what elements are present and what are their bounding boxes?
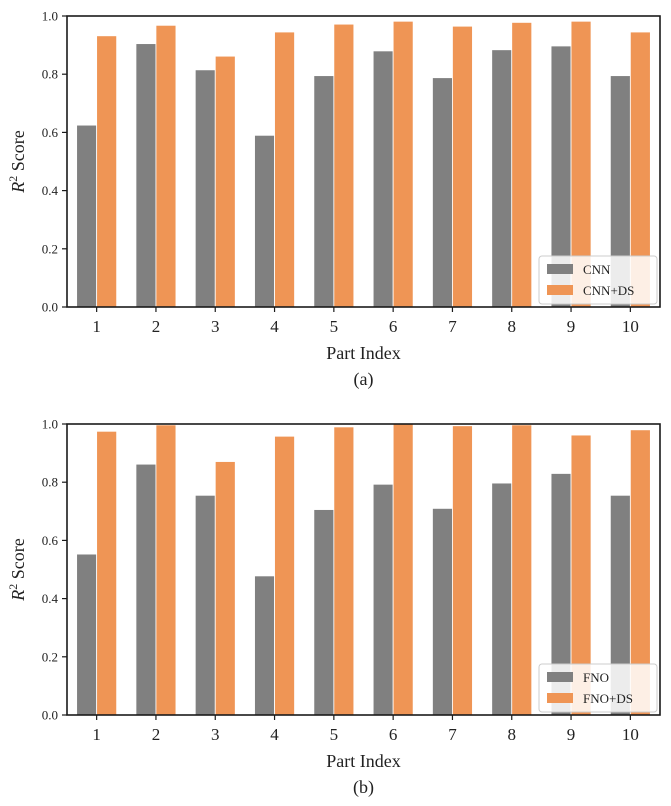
y-tick-label: 0.6 [42, 533, 59, 548]
bar-cnn-ds-part-6 [392, 20, 414, 308]
legend-label-baseline: FNO [583, 670, 609, 685]
y-tick-label: 1.0 [42, 9, 58, 24]
bar-fno-part-5 [313, 509, 335, 716]
x-tick-label: 8 [508, 317, 517, 336]
bar-cnn-part-3 [194, 69, 216, 308]
legend-label-ds: CNN+DS [583, 283, 634, 298]
legend-swatch-baseline [547, 264, 573, 274]
x-tick-label: 3 [211, 317, 220, 336]
x-tick-label: 8 [508, 725, 517, 744]
bar-cnn-part-5 [313, 75, 335, 308]
bar-fno-ds-part-2 [155, 424, 177, 716]
bar-cnn-part-6 [372, 50, 394, 308]
y-tick-label: 0.2 [42, 241, 58, 256]
bar-cnn-ds-part-1 [96, 35, 118, 308]
y-tick-label: 0.8 [42, 67, 58, 82]
bar-fno-part-2 [135, 463, 157, 716]
bar-fno-part-8 [491, 482, 513, 716]
legend-swatch-ds [547, 693, 573, 703]
bar-fno-ds-part-3 [214, 461, 236, 716]
x-tick-label: 7 [448, 317, 457, 336]
bars [76, 20, 651, 308]
legend-label-baseline: CNN [583, 262, 611, 277]
bar-cnn-part-4 [254, 134, 275, 308]
y-tick-label: 0.6 [42, 125, 59, 140]
bars [76, 423, 651, 716]
bar-cnn-part-7 [432, 77, 453, 308]
y-tick-label: 1.0 [42, 417, 58, 432]
y-tick-label: 0.8 [42, 475, 58, 490]
bar-fno-ds-part-1 [96, 430, 118, 716]
x-tick-label: 7 [448, 725, 457, 744]
y-axis-ticks: 0.0 0.2 0.4 0.6 0.8 1.0 [42, 9, 67, 315]
bar-fno-part-1 [76, 553, 98, 716]
x-tick-label: 5 [330, 317, 339, 336]
x-tick-label: 2 [152, 317, 161, 336]
legend: CNN CNN+DS [538, 255, 658, 305]
bar-fno-part-4 [254, 575, 275, 716]
x-axis-ticks: 1 2 3 4 5 6 7 8 9 10 [92, 715, 639, 744]
plot-frame [66, 15, 661, 308]
x-tick-label: 4 [270, 725, 279, 744]
legend-swatch-ds [547, 285, 573, 295]
bar-fno-ds-part-6 [392, 423, 414, 716]
y-tick-label: 0.2 [42, 649, 58, 664]
bar-fno-ds-part-4 [274, 435, 295, 716]
panel-caption: (a) [354, 369, 374, 390]
bar-fno-ds-part-5 [333, 426, 355, 716]
x-tick-label: 10 [622, 317, 639, 336]
x-tick-label: 9 [567, 725, 576, 744]
chart-panel-b: 0.00.20.40.60.81.0 1 2 3 4 5 6 7 8 9 10 R2 Score … [6, 417, 661, 798]
x-tick-label: 2 [152, 725, 161, 744]
bar-cnn-ds-part-4 [274, 31, 295, 308]
x-tick-label: 3 [211, 725, 220, 744]
legend-label-ds: FNO+DS [583, 691, 633, 706]
bar-cnn-part-2 [135, 43, 157, 308]
x-tick-label: 9 [567, 317, 576, 336]
x-tick-label: 1 [92, 725, 101, 744]
bar-cnn-ds-part-2 [155, 24, 177, 308]
legend-swatch-baseline [547, 672, 573, 682]
y-tick-label: 0.0 [42, 300, 58, 315]
x-axis-label: Part Index [326, 343, 400, 363]
y-axis-label: R2 Score [6, 538, 28, 601]
y-axis-label: R2 Score [6, 130, 28, 193]
bar-cnn-ds-part-3 [214, 55, 236, 308]
bar-fno-part-3 [194, 494, 216, 716]
y-tick-label: 0.4 [42, 183, 59, 198]
x-tick-label: 5 [330, 725, 339, 744]
plot-frame [66, 423, 661, 716]
x-axis-label: Part Index [326, 751, 400, 771]
bar-cnn-ds-part-8 [511, 21, 533, 308]
bar-cnn-part-8 [491, 49, 513, 308]
y-tick-label: 0.0 [42, 708, 58, 723]
bar-cnn-ds-part-5 [333, 23, 355, 308]
x-tick-label: 4 [270, 317, 279, 336]
legend: FNO FNO+DS [538, 663, 658, 713]
x-axis-ticks: 1 2 3 4 5 6 7 8 9 10 [92, 307, 639, 336]
x-tick-label: 10 [622, 725, 639, 744]
y-axis-ticks: 0.0 0.2 0.4 0.6 0.8 1.0 [42, 417, 67, 723]
bar-cnn-ds-part-7 [452, 25, 473, 308]
x-tick-label: 6 [389, 317, 398, 336]
bar-cnn-part-1 [76, 124, 98, 308]
bar-fno-ds-part-7 [452, 425, 473, 716]
panel-caption: (b) [353, 777, 374, 798]
bar-fno-part-6 [372, 483, 394, 716]
x-tick-label: 6 [389, 725, 398, 744]
bar-fno-ds-part-8 [511, 424, 533, 716]
bar-fno-part-7 [432, 507, 453, 716]
chart-panel-a: 0.00.20.40.60.81.0 1 2 3 4 5 6 7 8 9 10 R2 Score … [6, 9, 661, 390]
y-tick-label: 0.4 [42, 591, 59, 606]
x-tick-label: 1 [92, 317, 101, 336]
